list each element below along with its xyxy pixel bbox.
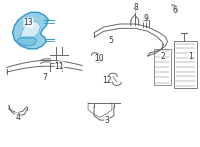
Text: 9: 9 <box>143 14 148 23</box>
Polygon shape <box>13 12 48 49</box>
Polygon shape <box>17 37 36 46</box>
Text: 3: 3 <box>105 116 109 125</box>
Text: 10: 10 <box>94 54 104 64</box>
Text: 12: 12 <box>102 76 112 85</box>
Bar <box>174 41 197 88</box>
Text: 2: 2 <box>160 52 165 61</box>
Polygon shape <box>21 21 40 39</box>
Text: 5: 5 <box>108 36 113 45</box>
Text: 7: 7 <box>42 73 47 82</box>
Text: 11: 11 <box>55 62 64 71</box>
Text: 4: 4 <box>15 113 20 122</box>
Bar <box>154 49 171 85</box>
Text: 8: 8 <box>133 4 138 12</box>
Text: 1: 1 <box>188 52 193 61</box>
Text: 6: 6 <box>172 6 177 15</box>
Text: 13: 13 <box>24 18 33 27</box>
